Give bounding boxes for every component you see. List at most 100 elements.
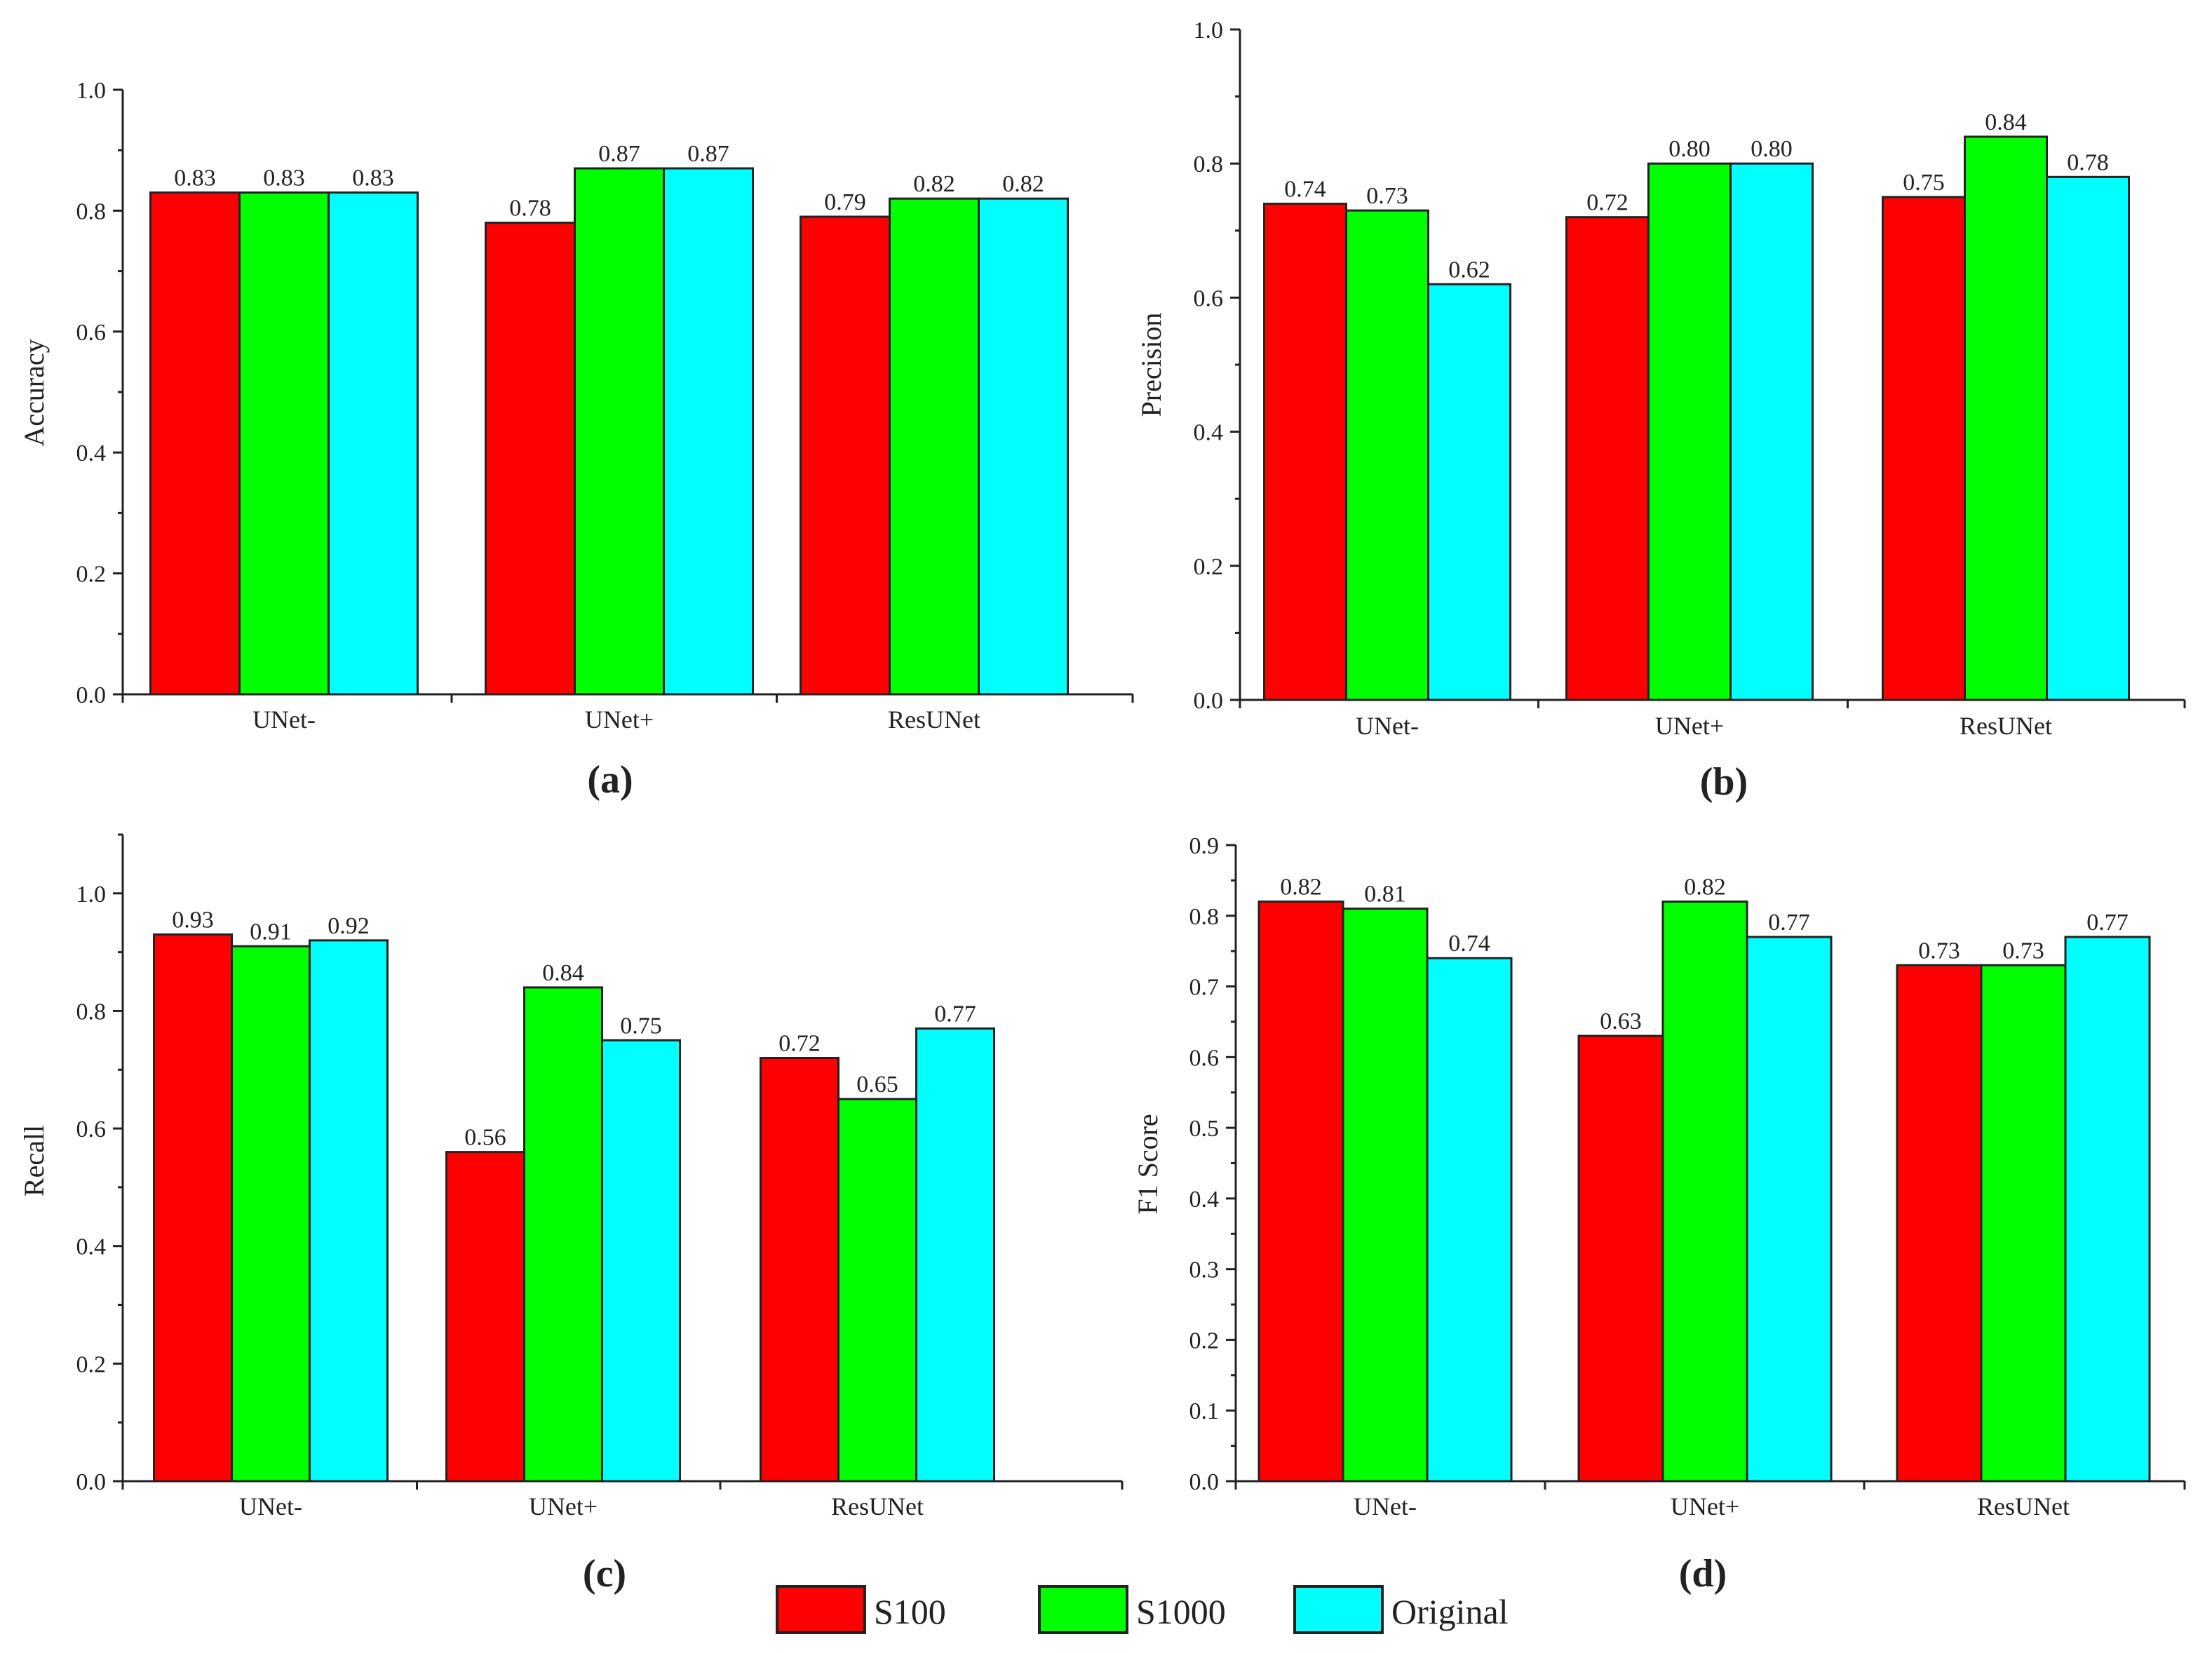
data-label: 0.92 bbox=[328, 913, 370, 939]
panel-label: (c) bbox=[583, 1552, 626, 1595]
data-label: 0.63 bbox=[1600, 1008, 1642, 1034]
data-label: 0.73 bbox=[1366, 183, 1408, 209]
bar-s100-unet bbox=[1565, 216, 1650, 701]
bar-original-unet bbox=[328, 191, 419, 696]
y-tick-label: 0.0 bbox=[1189, 1469, 1220, 1495]
y-tick-label: 0.2 bbox=[76, 562, 107, 588]
data-label: 0.62 bbox=[1448, 257, 1490, 283]
bar-original-unet bbox=[1729, 162, 1814, 701]
bar-s100-unet bbox=[1257, 900, 1344, 1483]
y-tick-label: 0.0 bbox=[76, 682, 107, 708]
data-label: 0.82 bbox=[1684, 875, 1726, 900]
data-label: 0.77 bbox=[1768, 910, 1810, 936]
data-label: 0.87 bbox=[598, 141, 640, 167]
data-label: 0.72 bbox=[1586, 190, 1628, 216]
data-label: 0.78 bbox=[509, 196, 551, 222]
bar-original-resunet bbox=[2064, 936, 2151, 1483]
x-category-label: UNet+ bbox=[529, 1492, 598, 1520]
x-category-label: UNet+ bbox=[1671, 1492, 1739, 1520]
data-label: 0.93 bbox=[172, 907, 214, 933]
y-tick-label: 0.1 bbox=[1189, 1398, 1220, 1424]
y-tick-label: 0.2 bbox=[1189, 1328, 1220, 1354]
y-tick-label: 0.8 bbox=[76, 999, 107, 1025]
bar-s1000-unet bbox=[1345, 209, 1429, 701]
bar-s1000-unet bbox=[231, 945, 311, 1483]
data-label: 0.78 bbox=[2067, 149, 2109, 175]
data-label: 0.83 bbox=[352, 166, 394, 191]
data-label: 0.84 bbox=[542, 960, 584, 986]
bar-s1000-unet bbox=[238, 191, 330, 696]
x-category-label: UNet- bbox=[1356, 712, 1419, 740]
data-label: 0.73 bbox=[1918, 938, 1960, 964]
x-category-label: UNet+ bbox=[1655, 712, 1724, 740]
data-label: 0.77 bbox=[2086, 910, 2129, 936]
data-label: 0.84 bbox=[1985, 109, 2027, 135]
y-tick-label: 1.0 bbox=[1194, 18, 1224, 43]
bar-original-unet bbox=[309, 939, 389, 1483]
legend-swatch-s100 bbox=[776, 1585, 866, 1634]
y-tick-label: 0.4 bbox=[1194, 420, 1224, 446]
bar-s100-unet bbox=[1577, 1034, 1664, 1483]
y-tick-label: 0.8 bbox=[76, 198, 107, 224]
data-label: 0.56 bbox=[464, 1125, 506, 1151]
panel-recall: 0.0 0.2 0.4 0.6 0.8 1.0 Recall 0.93 0.91 0.92 UNet… bbox=[18, 833, 1124, 1595]
y-tick-label: 0.2 bbox=[1194, 554, 1224, 580]
legend-swatch-s1000 bbox=[1038, 1585, 1128, 1634]
y-tick-label: 0.8 bbox=[1189, 904, 1220, 930]
y-tick-label: 0.0 bbox=[76, 1469, 107, 1495]
data-label: 0.91 bbox=[250, 919, 292, 945]
panel-label: (d) bbox=[1679, 1552, 1727, 1595]
y-tick-label: 0.5 bbox=[1189, 1116, 1220, 1142]
data-label: 0.73 bbox=[2002, 938, 2044, 964]
y-tick-label: 0.2 bbox=[76, 1351, 107, 1377]
bar-s100-unet bbox=[153, 933, 233, 1483]
data-label: 0.83 bbox=[263, 166, 305, 191]
legend: S100 S1000 Original bbox=[776, 1585, 1509, 1634]
bar-s100-resunet bbox=[800, 215, 891, 696]
bar-s1000-resunet bbox=[1964, 135, 2048, 701]
panel-accuracy: 0.0 0.2 0.4 0.6 0.8 1.0 Accuracy 0.83 0.83 0.83 UN… bbox=[18, 78, 1134, 802]
y-tick-label: 0.4 bbox=[76, 1234, 107, 1260]
bar-s100-resunet bbox=[760, 1057, 839, 1483]
x-category-label: ResUNet bbox=[831, 1492, 924, 1520]
bar-original-unet bbox=[1746, 936, 1833, 1483]
legend-label-s100: S100 bbox=[874, 1592, 946, 1631]
y-axis-title: Recall bbox=[18, 1125, 50, 1196]
y-tick-label: 1.0 bbox=[76, 882, 107, 908]
data-label: 0.82 bbox=[1002, 171, 1044, 197]
y-axis-title: Precision bbox=[1135, 313, 1167, 417]
data-label: 0.72 bbox=[778, 1031, 821, 1057]
panel-label: (a) bbox=[587, 758, 633, 802]
y-tick-label: 0.6 bbox=[1194, 285, 1224, 311]
bar-s1000-unet bbox=[1342, 908, 1429, 1483]
legend-swatch-original bbox=[1293, 1585, 1384, 1634]
data-label: 0.74 bbox=[1448, 931, 1490, 957]
y-tick-label: 0.6 bbox=[1189, 1045, 1220, 1071]
bar-original-unet bbox=[663, 167, 754, 696]
y-tick-label: 0.4 bbox=[76, 440, 107, 466]
y-tick-label: 0.4 bbox=[1189, 1187, 1220, 1213]
panel-precision: 0.0 0.2 0.4 0.6 0.8 1.0 Precision 0.74 0.73 0.62 U… bbox=[1135, 18, 2186, 804]
bar-original-unet bbox=[601, 1039, 681, 1483]
data-label: 0.83 bbox=[174, 166, 216, 191]
data-label: 0.75 bbox=[1903, 170, 1945, 196]
bar-s1000-resunet bbox=[1980, 964, 2067, 1483]
bar-s100-unet bbox=[1263, 203, 1347, 701]
data-label: 0.79 bbox=[824, 189, 866, 215]
y-axis-title: F1 Score bbox=[1132, 1114, 1164, 1214]
x-category-label: UNet- bbox=[239, 1492, 302, 1520]
bar-original-resunet bbox=[915, 1027, 995, 1483]
bar-s1000-resunet bbox=[837, 1098, 917, 1483]
y-tick-label: 1.0 bbox=[76, 78, 107, 104]
bar-original-unet bbox=[1426, 957, 1513, 1483]
legend-label-s1000: S1000 bbox=[1136, 1592, 1226, 1631]
x-category-label: UNet- bbox=[1354, 1492, 1417, 1520]
x-category-label: ResUNet bbox=[888, 706, 980, 734]
bar-original-resunet bbox=[2046, 175, 2130, 701]
data-label: 0.80 bbox=[1751, 136, 1793, 162]
bar-original-resunet bbox=[978, 197, 1069, 696]
panel-label: (b) bbox=[1700, 760, 1748, 804]
bar-s100-resunet bbox=[1896, 964, 1983, 1483]
data-label: 0.81 bbox=[1364, 882, 1406, 908]
